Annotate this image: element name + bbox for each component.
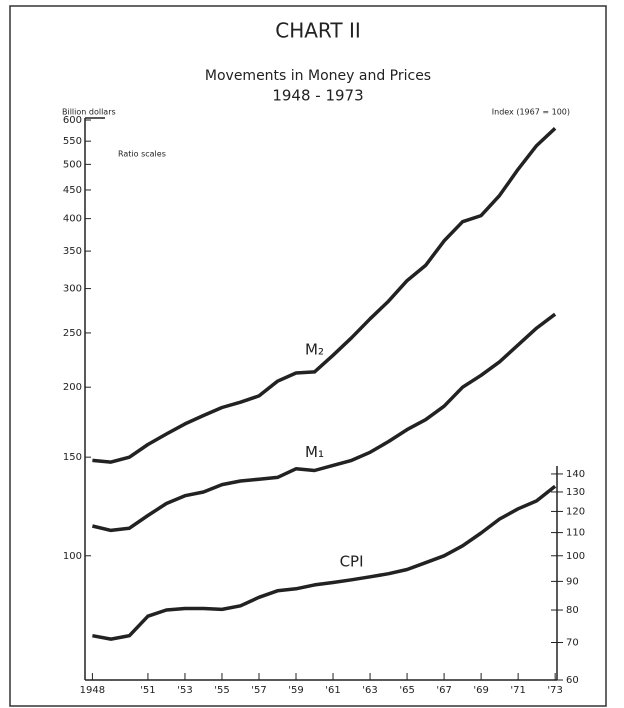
x-tick-label: '67: [436, 685, 451, 696]
series-line: [92, 127, 557, 464]
y2-tick-label: 70: [566, 638, 579, 649]
y-tick-label: 100: [63, 551, 82, 562]
y-tick-label: 400: [63, 214, 82, 225]
chart-subtitle: Movements in Money and Prices: [205, 68, 431, 84]
x-tick-label: '69: [473, 685, 488, 696]
y2-tick-label: 100: [566, 551, 585, 562]
series-label: M₁: [305, 443, 324, 461]
x-tick-label: '55: [214, 685, 229, 696]
annotation: Ratio scales: [118, 150, 166, 159]
y2-axis-label: Index (1967 = 100): [492, 108, 570, 117]
x-tick-label: 1948: [80, 685, 105, 696]
series-line: [91, 312, 557, 533]
chart-period: 1948 - 1973: [272, 87, 363, 105]
y2-tick-label: 140: [566, 469, 585, 480]
y-tick-label: 450: [63, 185, 82, 196]
y-tick-label: 600: [63, 115, 82, 126]
y-tick-label: 350: [63, 246, 82, 257]
y2-tick-label: 130: [566, 487, 585, 498]
frame: [9, 5, 607, 707]
x-tick-label: '71: [510, 685, 525, 696]
y2-tick-label: 110: [566, 528, 585, 539]
series-line: [92, 484, 557, 641]
y-tick-label: 250: [63, 328, 82, 339]
y2-tick-label: 120: [566, 506, 585, 517]
y-tick-label: 550: [63, 136, 82, 147]
x-tick-label: '73: [547, 685, 562, 696]
series-label: CPI: [340, 552, 364, 570]
y2-tick-label: 90: [566, 576, 579, 587]
y-tick-label: 200: [63, 382, 82, 393]
x-tick-label: '57: [251, 685, 266, 696]
y-tick-label: 150: [63, 452, 82, 463]
y-axis-label: Billion dollars: [62, 108, 116, 117]
x-tick-label: '65: [399, 685, 414, 696]
series-label: M₂: [305, 340, 324, 358]
x-tick-label: '53: [177, 685, 192, 696]
y-tick-label: 300: [63, 284, 82, 295]
x-tick-label: '61: [325, 685, 340, 696]
y2-tick-label: 80: [566, 605, 579, 616]
x-tick-label: '63: [362, 685, 377, 696]
y-tick-label: 500: [63, 159, 82, 170]
x-tick-label: '59: [288, 685, 303, 696]
y2-tick-label: 60: [566, 675, 579, 686]
x-tick-label: '51: [140, 685, 155, 696]
chart-title: CHART II: [275, 19, 361, 43]
